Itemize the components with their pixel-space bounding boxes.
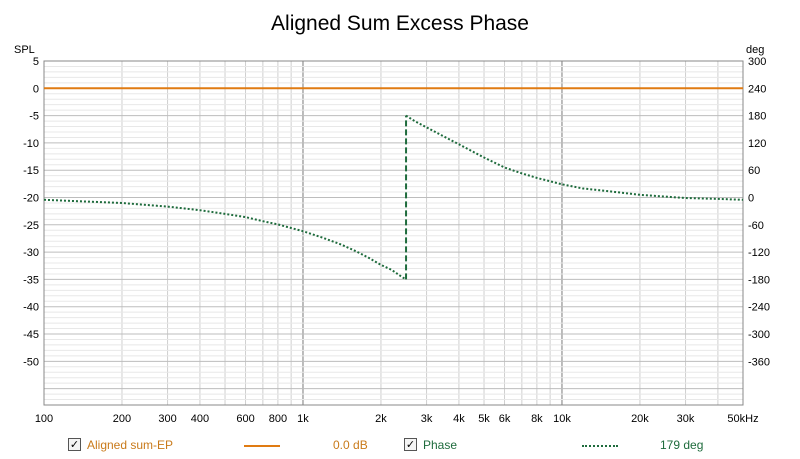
tick-labels: 100 200 300 400 600 800 1k 2k 3k 4k 5k 6k 8k 10k 20k 30… <box>23 56 770 425</box>
x-tick-label: 5k <box>478 413 490 425</box>
x-tick-label: 8k <box>531 413 543 425</box>
legend-readout-phase: 179 deg <box>660 438 704 452</box>
x-tick-label: 3k <box>421 413 433 425</box>
y-left-tick-label: -15 <box>23 165 39 177</box>
x-tick-label: 20k <box>631 413 649 425</box>
y-right-tick-label: 0 <box>748 193 754 205</box>
y-left-tick-label: -5 <box>29 111 39 123</box>
y-right-tick-label: -60 <box>748 220 764 232</box>
y-right-tick-label: -240 <box>748 302 770 314</box>
y-right-tick-label: 180 <box>748 111 766 123</box>
y-left-tick-label: -25 <box>23 220 39 232</box>
y-left-tick-label: -20 <box>23 193 39 205</box>
series-line-phase <box>405 114 744 201</box>
y-left-tick-label: -30 <box>23 247 39 259</box>
x-tick-label: 600 <box>236 413 254 425</box>
series-line-phase <box>43 198 407 281</box>
y-right-tick-label: -180 <box>748 274 770 286</box>
x-tick-label: 1k <box>297 413 309 425</box>
y-right-tick-label: 60 <box>748 165 760 177</box>
x-tick-label: 100 <box>35 413 53 425</box>
x-tick-label: 2k <box>375 413 387 425</box>
y-right-tick-label: -120 <box>748 247 770 259</box>
y-left-tick-label: -10 <box>23 138 39 150</box>
series-lines <box>43 87 744 281</box>
x-tick-label: 4k <box>453 413 465 425</box>
x-tick-label: 200 <box>113 413 131 425</box>
x-tick-label: 300 <box>158 413 176 425</box>
x-tick-label: 50kHz <box>727 413 758 425</box>
x-tick-label: 10k <box>553 413 571 425</box>
y-left-tick-label: -35 <box>23 274 39 286</box>
legend-swatch-aligned-sum <box>244 445 280 447</box>
y-right-tick-label: 300 <box>748 56 766 68</box>
legend-swatch-phase <box>582 445 618 447</box>
legend-label-aligned-sum: Aligned sum-EP <box>87 438 174 452</box>
y-right-tick-label: -300 <box>748 329 770 341</box>
y-left-tick-label: 0 <box>33 83 39 95</box>
chart-title: Aligned Sum Excess Phase <box>271 12 529 35</box>
x-tick-label: 30k <box>677 413 695 425</box>
legend-label-phase: Phase <box>423 438 458 452</box>
grid <box>44 60 743 406</box>
legend-checkbox-aligned-sum[interactable]: ✓ <box>68 438 81 451</box>
y-left-tick-label: 5 <box>33 56 39 68</box>
y-left-unit: SPL <box>14 44 35 56</box>
y-left-tick-label: -45 <box>23 329 39 341</box>
y-right-unit: deg <box>746 44 764 56</box>
y-right-tick-label: 120 <box>748 138 766 150</box>
y-right-tick-label: 240 <box>748 83 766 95</box>
y-right-tick-label: -360 <box>748 356 770 368</box>
y-left-tick-label: -40 <box>23 302 39 314</box>
legend-checkbox-phase[interactable]: ✓ <box>404 438 417 451</box>
y-left-tick-label: -50 <box>23 356 39 368</box>
legend-readout-aligned-sum: 0.0 dB <box>333 438 368 452</box>
plot-frame <box>43 60 744 406</box>
x-tick-label: 800 <box>269 413 287 425</box>
legend: ✓ Aligned sum-EP 0.0 dB ✓ Phase 179 deg <box>0 436 800 454</box>
x-tick-label: 6k <box>499 413 511 425</box>
x-tick-label: 400 <box>191 413 209 425</box>
